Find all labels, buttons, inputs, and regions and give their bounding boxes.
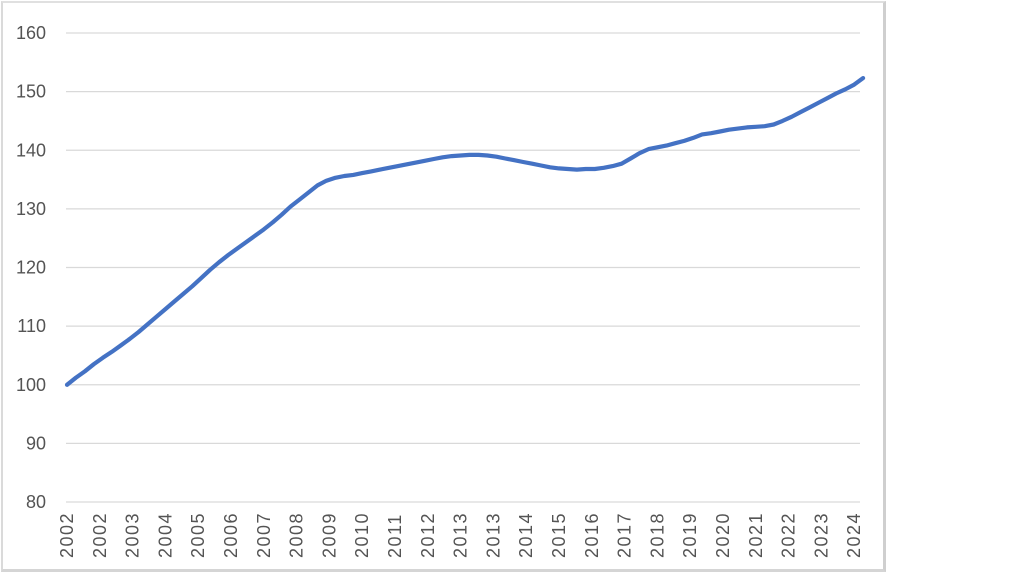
y-axis-label-90: 90 [26,433,46,453]
y-axis-label-100: 100 [16,375,46,395]
x-axis-label-22: 2022 [779,512,799,558]
x-axis-label-13: 2013 [483,512,503,558]
x-axis-label-7: 2008 [287,512,307,558]
x-axis-label-1: 2002 [90,512,110,558]
x-axis-label-8: 2009 [319,512,339,558]
y-axis-label-150: 150 [16,82,46,102]
y-axis-label-130: 130 [16,199,46,219]
x-axis-label-20: 2020 [713,512,733,558]
x-axis-label-6: 2007 [254,512,274,558]
x-axis-label-18: 2018 [647,512,667,558]
x-axis-label-4: 2005 [188,512,208,558]
x-axis-label-12: 2013 [451,512,471,558]
x-axis-label-14: 2014 [516,512,536,558]
x-axis-label-24: 2024 [844,512,864,558]
x-axis-label-0: 2002 [57,512,77,558]
x-axis-label-16: 2016 [582,512,602,558]
x-axis-label-15: 2015 [549,512,569,558]
chart-line-index [64,76,866,387]
x-axis-label-21: 2021 [746,512,766,558]
y-axis-label-80: 80 [26,492,46,512]
x-axis-label-10: 2011 [385,513,405,558]
x-axis-label-17: 2017 [615,512,635,558]
y-axis-label-120: 120 [16,258,46,278]
x-axis-label-9: 2010 [352,512,372,558]
y-axis-label-160: 160 [16,23,46,43]
x-axis-label-11: 2012 [418,512,438,558]
y-axis-label-140: 140 [16,140,46,160]
line-chart-object [1,1,886,572]
x-axis-label-3: 2004 [155,512,175,558]
x-axis-label-19: 2019 [680,512,700,558]
x-axis-label-23: 2023 [811,512,831,558]
x-axis-label-5: 2006 [221,512,241,558]
x-axis-label-2: 2003 [123,512,143,558]
y-axis-label-110: 110 [17,316,46,336]
